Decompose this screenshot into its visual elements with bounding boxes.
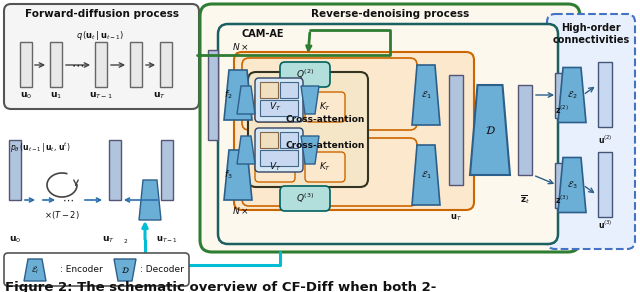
Bar [160, 42, 172, 87]
Polygon shape [224, 150, 252, 200]
FancyBboxPatch shape [248, 72, 368, 187]
Text: $f_2$: $f_2$ [224, 89, 232, 101]
Polygon shape [470, 85, 510, 175]
Text: $\mathbf{z}^{(3)}$: $\mathbf{z}^{(3)}$ [555, 194, 569, 206]
Polygon shape [412, 145, 440, 205]
Polygon shape [412, 65, 440, 125]
Text: $\mathcal{E}_1$: $\mathcal{E}_1$ [420, 89, 431, 101]
Text: Cross-attention: Cross-attention [285, 140, 365, 150]
FancyBboxPatch shape [242, 58, 417, 130]
Bar [518, 85, 532, 175]
Bar [260, 82, 278, 98]
Text: $\mathbf{u}_{T-1}$: $\mathbf{u}_{T-1}$ [89, 91, 113, 101]
Bar [280, 132, 298, 148]
Text: $\mathbf{u}_0$: $\mathbf{u}_0$ [20, 91, 32, 101]
Text: : Encoder: : Encoder [60, 265, 103, 274]
Bar [50, 42, 62, 87]
Text: $\mathbf{u}_1$: $\mathbf{u}_1$ [50, 91, 62, 101]
FancyBboxPatch shape [242, 138, 417, 206]
FancyBboxPatch shape [4, 4, 199, 109]
Text: $Q^{(3)}$: $Q^{(3)}$ [296, 191, 314, 205]
Text: $\mathbf{u}_{T-1}$: $\mathbf{u}_{T-1}$ [156, 235, 178, 245]
Text: $K_T$: $K_T$ [319, 101, 331, 113]
FancyBboxPatch shape [305, 92, 345, 122]
FancyBboxPatch shape [218, 24, 558, 244]
Text: $p_\theta\,(\mathbf{u}_{t-1}\,|\,\mathbf{u}_t,\,\mathbf{u}^t)$: $p_\theta\,(\mathbf{u}_{t-1}\,|\,\mathbf… [10, 141, 70, 155]
FancyBboxPatch shape [305, 152, 345, 182]
Text: Cross-attention: Cross-attention [285, 116, 365, 124]
Text: $N\times$: $N\times$ [232, 41, 249, 51]
Polygon shape [224, 70, 252, 120]
Polygon shape [558, 67, 586, 123]
Text: $\mathcal{D}$: $\mathcal{D}$ [121, 265, 129, 275]
Polygon shape [301, 86, 319, 114]
Text: $\mathbf{u}_T$: $\mathbf{u}_T$ [152, 91, 165, 101]
Text: Reverse-denoising process: Reverse-denoising process [311, 9, 469, 19]
Bar [280, 82, 298, 98]
Polygon shape [237, 136, 255, 164]
Text: Forward-diffusion process: Forward-diffusion process [25, 9, 179, 19]
FancyBboxPatch shape [280, 62, 330, 87]
Text: $\mathbf{u}^{(2)}$: $\mathbf{u}^{(2)}$ [598, 134, 612, 146]
Text: : Decoder: : Decoder [140, 265, 184, 274]
Text: $\mathbf{u}_0$: $\mathbf{u}_0$ [9, 235, 21, 245]
Polygon shape [24, 259, 46, 281]
Text: High-order: High-order [561, 23, 621, 33]
FancyBboxPatch shape [200, 4, 580, 252]
Text: $K_T$: $K_T$ [319, 161, 331, 173]
Text: $\mathcal{E}_1$: $\mathcal{E}_1$ [420, 169, 431, 181]
Text: $\cdots$: $\cdots$ [72, 58, 84, 72]
Text: $\mathcal{E}_2$: $\mathcal{E}_2$ [567, 89, 577, 101]
Bar [555, 163, 569, 208]
Bar [9, 140, 21, 200]
FancyBboxPatch shape [255, 78, 303, 122]
FancyBboxPatch shape [255, 92, 295, 122]
Text: $\mathbf{u}_T$: $\mathbf{u}_T$ [450, 213, 462, 223]
Text: $N\times$: $N\times$ [232, 204, 249, 215]
Text: $\times(T-2)$: $\times(T-2)$ [44, 209, 80, 221]
Text: $\mathbf{z}^{(2)}$: $\mathbf{z}^{(2)}$ [555, 104, 569, 116]
Text: $\mathcal{E}_i$: $\mathcal{E}_i$ [31, 264, 39, 276]
Polygon shape [237, 86, 255, 114]
Bar [598, 62, 612, 127]
Text: $Q^{(2)}$: $Q^{(2)}$ [296, 67, 314, 81]
Polygon shape [558, 157, 586, 213]
Bar [260, 150, 298, 166]
Bar [260, 132, 278, 148]
Text: Figure 2: The schematic overview of CF-Diff when both 2-: Figure 2: The schematic overview of CF-D… [5, 281, 436, 292]
Text: $_{\,2}$: $_{\,2}$ [122, 237, 128, 246]
FancyBboxPatch shape [255, 152, 295, 182]
Text: $V_T$: $V_T$ [269, 101, 281, 113]
Text: $\mathbf{u}_T$: $\mathbf{u}_T$ [102, 235, 115, 245]
Polygon shape [114, 259, 136, 281]
FancyBboxPatch shape [4, 253, 189, 286]
Text: $\mathbf{u}^{(3)}$: $\mathbf{u}^{(3)}$ [598, 219, 612, 231]
Text: CAM-AE: CAM-AE [242, 29, 285, 39]
Bar [555, 73, 569, 118]
Bar [449, 75, 463, 185]
FancyBboxPatch shape [255, 128, 303, 172]
FancyBboxPatch shape [234, 52, 474, 210]
Text: $q\,(\mathbf{u}_t\,|\,\mathbf{u}_{t-1})$: $q\,(\mathbf{u}_t\,|\,\mathbf{u}_{t-1})$ [76, 29, 124, 41]
Polygon shape [139, 180, 161, 220]
Bar [208, 50, 218, 140]
Bar [598, 152, 612, 217]
Bar [95, 42, 107, 87]
Text: $\mathcal{D}$: $\mathcal{D}$ [484, 124, 495, 136]
Text: connectivities: connectivities [552, 35, 630, 45]
FancyBboxPatch shape [280, 186, 330, 211]
Text: $f_3$: $f_3$ [223, 169, 232, 181]
Text: $\overline{\mathbf{z}}_t$: $\overline{\mathbf{z}}_t$ [520, 194, 530, 206]
Bar [109, 140, 121, 200]
FancyBboxPatch shape [547, 14, 635, 249]
Bar [20, 42, 32, 87]
Bar [130, 42, 142, 87]
Bar [260, 100, 298, 116]
Text: $V_T$: $V_T$ [269, 161, 281, 173]
Polygon shape [301, 136, 319, 164]
Bar [161, 140, 173, 200]
Text: $\cdots$: $\cdots$ [62, 195, 74, 205]
Text: $\mathcal{E}_3$: $\mathcal{E}_3$ [567, 179, 577, 191]
